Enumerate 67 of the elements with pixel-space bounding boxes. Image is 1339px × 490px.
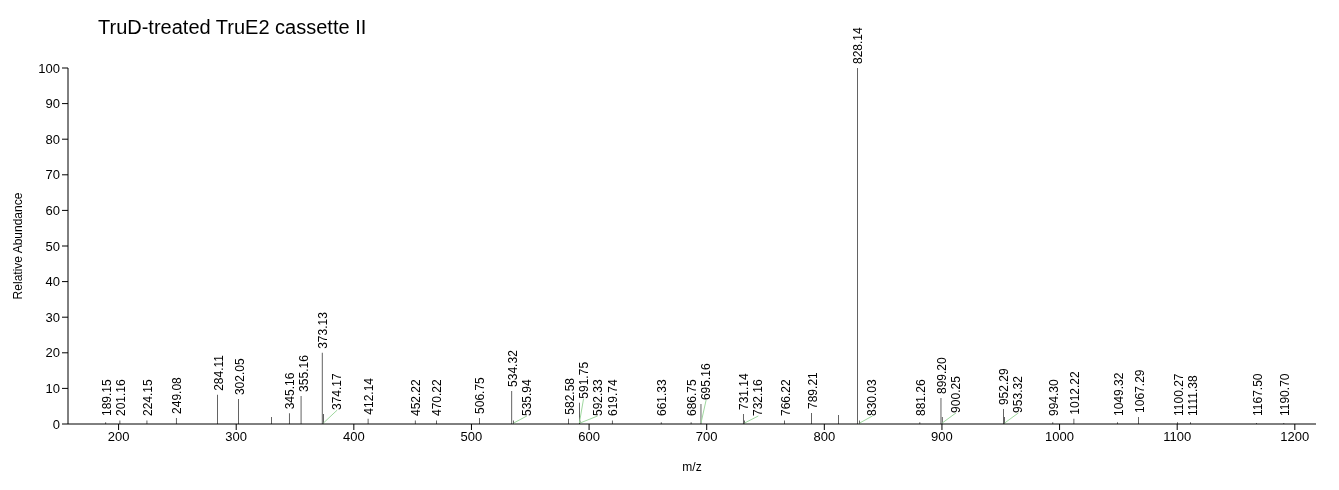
annotation: 881.26	[913, 378, 928, 416]
x-tick-label: 1000	[1045, 429, 1075, 445]
annotation: 830.03	[865, 378, 880, 416]
annotation: 828.14	[851, 26, 866, 64]
y-tick-label: 20	[45, 345, 60, 361]
annotation: 731.14	[737, 373, 752, 411]
annotation: 899.20	[935, 356, 950, 395]
x-tick-label: 300	[225, 429, 248, 445]
y-tick-label: 0	[52, 416, 60, 432]
annotation: 1012.22	[1067, 370, 1082, 415]
annotation: 1100.27	[1171, 373, 1186, 416]
annotation: 452.22	[409, 378, 424, 416]
annotation: 661.33	[655, 378, 670, 416]
annotation: 506.75	[473, 376, 488, 414]
annotation: 284.11	[211, 354, 226, 391]
annotation: 582.58	[562, 377, 577, 415]
x-tick-label: 500	[460, 429, 483, 445]
annotation: 1067.29	[1132, 369, 1147, 413]
annotation: 224.15	[140, 378, 155, 416]
x-axis-title: m/z	[682, 459, 702, 474]
y-tick-label: 100	[38, 60, 60, 76]
annotation: 994.30	[1046, 378, 1061, 416]
annotation: 1190.70	[1277, 373, 1292, 416]
annotation: 412.14	[362, 377, 377, 415]
chart-title: TruD-treated TruE2 cassette II	[98, 16, 367, 39]
annotation: 355.16	[297, 354, 312, 392]
annotation: 592.33	[590, 378, 605, 416]
annotation: 302.05	[232, 358, 247, 396]
annotation: 345.16	[283, 372, 298, 410]
x-tick-label: 900	[931, 429, 953, 445]
y-tick-label: 70	[45, 167, 60, 183]
y-tick-label: 80	[45, 131, 60, 147]
annotation: 591.75	[576, 361, 591, 399]
annotation: 766.22	[778, 378, 793, 416]
annotation: 686.75	[685, 378, 700, 416]
annotation: 619.74	[606, 378, 621, 416]
y-axis-title: Relative Abundance	[11, 192, 26, 300]
annotation: 374.17	[330, 373, 345, 411]
annotation: 535.94	[519, 378, 534, 416]
y-tick-label: 60	[45, 203, 60, 219]
x-tick-label: 1100	[1163, 429, 1192, 445]
x-tick-label: 600	[578, 429, 600, 445]
x-tick-label: 400	[342, 429, 365, 445]
annotation: 900.25	[949, 375, 964, 413]
x-tick-label: 700	[695, 429, 718, 445]
annotation: 470.22	[430, 378, 445, 416]
y-tick-label: 50	[45, 238, 60, 254]
annotation: 1167.50	[1250, 373, 1265, 416]
y-tick-label: 10	[45, 381, 60, 397]
annotation: 189.15	[99, 378, 114, 416]
y-tick-label: 30	[45, 309, 60, 325]
annotation: 952.29	[997, 368, 1012, 406]
x-tick-label: 1200	[1280, 429, 1310, 445]
x-tick-label: 800	[813, 429, 836, 445]
annotation: 1111.38	[1185, 374, 1200, 416]
annotation: 249.08	[170, 376, 185, 414]
annotation: 732.16	[751, 378, 766, 416]
annotation: 201.16	[113, 378, 128, 416]
y-tick-label: 90	[45, 96, 60, 112]
y-tick-label: 40	[45, 274, 60, 290]
annotation: 953.32	[1011, 375, 1026, 413]
annotation: 1049.32	[1111, 372, 1126, 416]
annotation: 373.13	[316, 311, 331, 349]
annotation: 534.32	[505, 349, 520, 387]
x-tick-label: 200	[107, 429, 130, 445]
annotation: 789.21	[805, 371, 820, 409]
annotation: 695.16	[699, 363, 714, 401]
